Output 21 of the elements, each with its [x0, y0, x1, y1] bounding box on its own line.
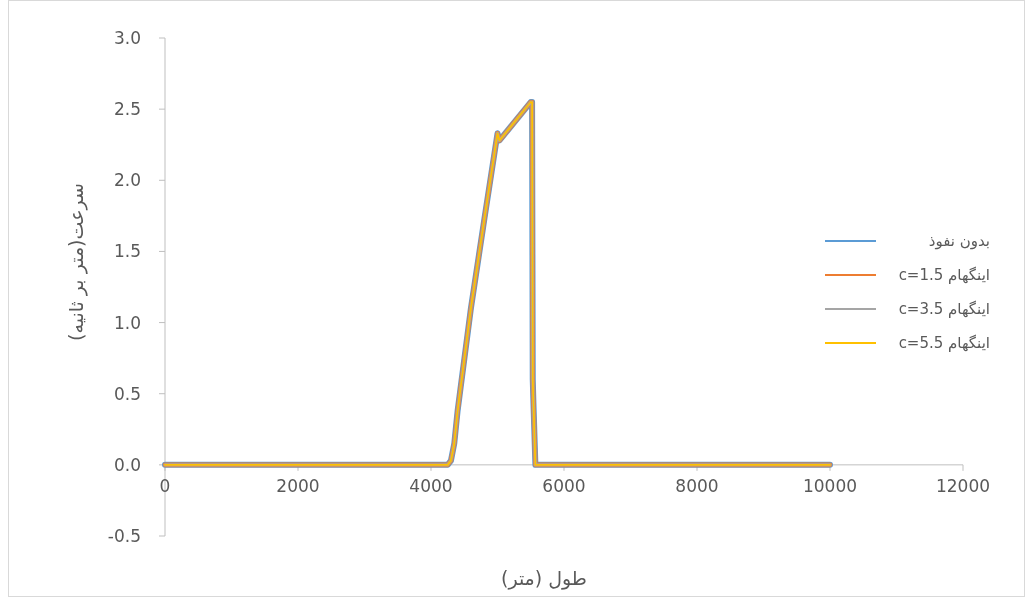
legend-label: اینگهام c=5.5 [898, 334, 990, 352]
x-tick-label: 4000 [409, 475, 453, 496]
legend-label: اینگهام c=1.5 [898, 266, 990, 284]
y-axis-title: سرعت(متر بر ثانیه) [65, 183, 88, 341]
y-tick-label: 0.0 [113, 454, 141, 475]
legend-label: اینگهام c=3.5 [898, 300, 990, 318]
y-tick-label: 2.0 [113, 170, 141, 191]
text: بدون نفوذ [928, 232, 990, 250]
x-tick-label: 0 [159, 475, 171, 496]
y-tick-label: 0.5 [113, 383, 141, 404]
y-tick-label: 1.5 [113, 241, 141, 262]
x-tick-label: 2000 [276, 475, 320, 496]
x-tick-label: 10000 [802, 475, 858, 496]
x-axis-title: طول (متر) [500, 567, 588, 590]
x-tick-label: 12000 [935, 475, 991, 496]
x-tick-label: 6000 [542, 475, 586, 496]
x-tick-label: 8000 [675, 475, 719, 496]
y-tick-label: 2.5 [113, 99, 141, 120]
y-tick-label: 3.0 [113, 28, 141, 48]
y-tick-label: -0.5 [107, 526, 141, 546]
y-tick-label: 1.0 [113, 312, 141, 333]
